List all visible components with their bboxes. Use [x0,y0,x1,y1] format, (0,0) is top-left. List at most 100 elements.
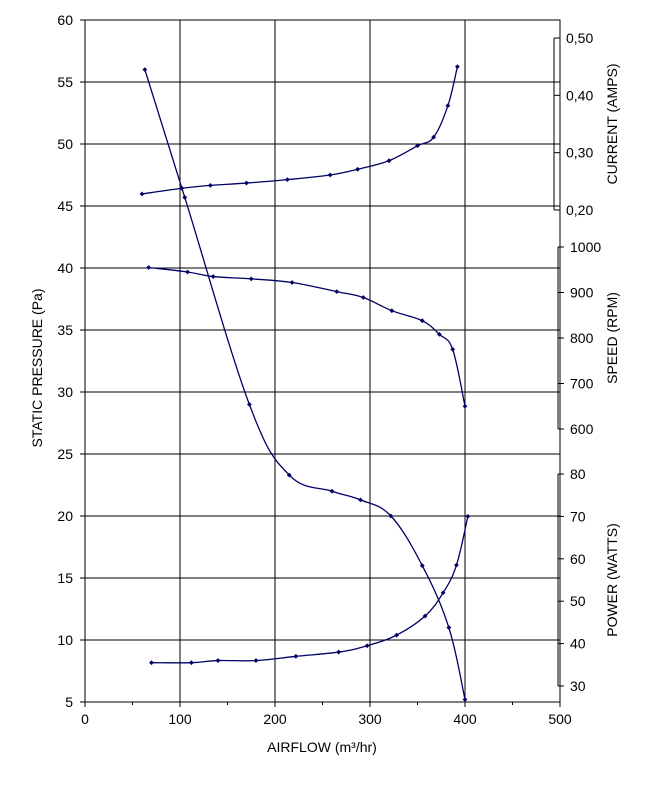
right-tick-label: 700 [570,376,594,392]
y-tick-label: 20 [57,508,73,524]
y-tick-label: 60 [57,12,73,28]
y-tick-label: 45 [57,198,73,214]
right-tick-label: 60 [570,551,586,567]
right-tick-label: 600 [570,421,594,437]
right-tick-label: 40 [570,636,586,652]
data-point [185,269,190,275]
data-point [389,308,395,314]
series [139,64,471,702]
data-point [394,632,399,638]
right-tick-label: 70 [570,508,586,524]
data-point [189,660,194,666]
right-tick-label: 0,20 [566,202,593,218]
data-point [360,295,366,300]
data-point [450,346,456,352]
data-point [246,402,252,407]
data-point [215,658,221,663]
series-power [149,514,471,666]
y-tick-label: 30 [57,384,73,400]
right-tick-label: 800 [570,330,594,346]
series-line-power [151,516,469,664]
right-tick-label: 0,40 [566,87,593,103]
x-tick-label: 100 [168,711,192,727]
plot-frame [84,19,561,703]
x-tick-label: 200 [263,711,287,727]
data-point [445,103,451,109]
y-tick-label: 25 [57,446,73,462]
data-point [462,697,468,702]
data-point [364,643,370,649]
data-point [149,660,154,666]
y-axis-title: STATIC PRESSURE (Pa) [29,289,45,448]
y-tick-label: 15 [57,570,73,586]
data-point [388,513,394,519]
data-point [462,403,468,409]
x-axis: 0 100 200 300 400 500 [81,702,572,727]
data-point [327,172,333,178]
x-tick-label: 500 [548,711,572,727]
data-point [244,180,249,186]
right-tick-label: 900 [570,285,594,301]
grid-lines [85,20,560,702]
data-point [440,590,446,596]
series-line-current [141,66,459,195]
data-point [334,289,340,294]
data-point [284,177,290,183]
right-axis-title: SPEED (RPM) [604,292,620,384]
series-speed [146,265,468,409]
data-point [146,265,152,270]
data-point [253,658,259,663]
right-axis-speed: 600 700 800 900 1000 SPEED (RPM) [557,239,620,437]
data-point [358,497,363,503]
right-tick-label: 0,30 [566,145,593,161]
data-point [355,166,361,172]
data-point [419,563,425,568]
y-tick-label: 50 [57,136,73,152]
data-point [446,625,452,630]
y-tick-label: 5 [65,694,73,710]
series-pressure [142,67,468,702]
data-point [436,331,442,337]
data-point [182,194,188,200]
series-current [139,64,460,197]
right-tick-label: 30 [570,678,586,694]
y-tick-label: 55 [57,74,73,90]
data-point [431,134,437,140]
right-tick-label: 50 [570,593,586,609]
y-axis: 5 10 15 20 25 30 35 40 45 50 55 60 [57,12,85,710]
right-tick-label: 0,50 [566,30,593,46]
series-line-speed [148,266,466,407]
data-point [329,488,335,494]
data-point [336,649,342,655]
data-point [286,472,292,478]
y-tick-label: 10 [57,632,73,648]
y-tick-label: 40 [57,260,73,276]
data-point [179,185,185,191]
right-axes: 0,20 0,30 0,40 0,50 CURRENT (AMPS) 600 700 800 9… [553,30,620,694]
y-tick-label: 35 [57,322,73,338]
data-point [210,274,216,279]
x-tick-label: 0 [81,711,89,727]
data-point [454,562,459,568]
x-tick-label: 400 [453,711,477,727]
data-point [422,613,428,619]
data-point [293,653,299,659]
x-axis-title: AIRFLOW (m³/hr) [267,739,377,755]
series-line-pressure [144,69,466,700]
data-point [248,276,254,282]
right-axis-title: CURRENT (AMPS) [604,63,620,184]
data-point [139,191,145,197]
data-point [455,64,460,70]
right-axis-power: 30 40 50 60 70 80 POWER (WATTS) [557,466,620,694]
data-point [386,158,392,164]
data-point [415,143,420,149]
right-tick-label: 80 [570,466,586,482]
data-point [419,318,425,324]
data-point [142,67,148,72]
data-point [208,182,213,188]
data-point [289,280,295,285]
x-tick-label: 300 [358,711,382,727]
right-axis-title: POWER (WATTS) [604,523,620,637]
data-point [465,514,471,519]
